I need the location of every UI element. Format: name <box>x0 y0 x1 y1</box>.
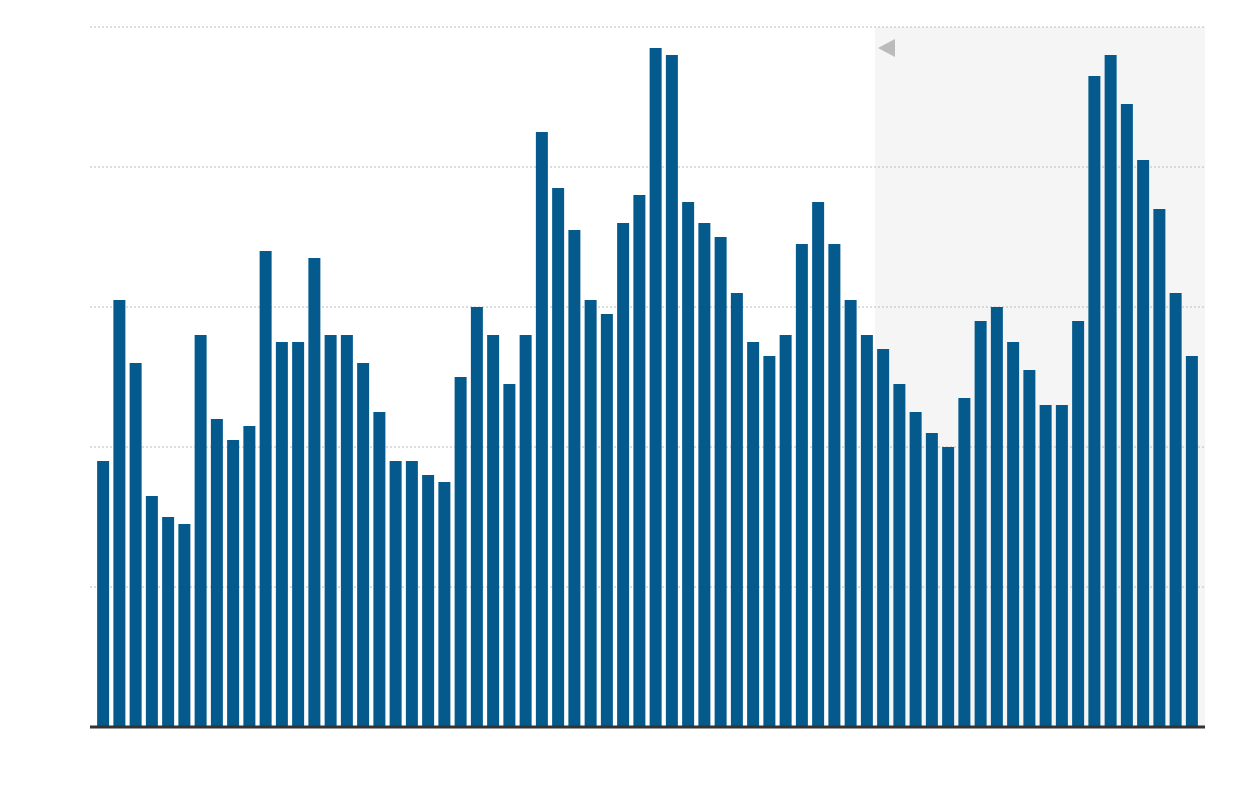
bar <box>828 244 841 727</box>
bar <box>698 223 711 727</box>
bar <box>487 335 500 727</box>
bar <box>1072 321 1085 727</box>
bar <box>893 384 906 727</box>
bar <box>925 433 938 727</box>
bar <box>162 517 175 727</box>
bar <box>1169 293 1182 727</box>
bar <box>405 461 418 727</box>
bar <box>649 48 662 727</box>
bar <box>243 426 256 727</box>
bar <box>1023 370 1036 727</box>
bar <box>990 307 1003 727</box>
bar <box>470 307 483 727</box>
bar <box>535 132 548 727</box>
bar <box>324 335 337 727</box>
bar <box>860 335 873 727</box>
bar <box>942 447 955 727</box>
bar <box>584 300 597 727</box>
bar <box>633 195 646 727</box>
bar <box>438 482 451 727</box>
bar <box>844 300 857 727</box>
bar <box>568 230 581 727</box>
bar <box>1185 356 1198 727</box>
bar <box>129 363 142 727</box>
bar <box>1055 405 1068 727</box>
bar <box>1088 76 1101 727</box>
bar <box>600 314 613 727</box>
bar <box>1007 342 1020 727</box>
bar <box>373 412 386 727</box>
bar <box>1039 405 1052 727</box>
bar <box>227 440 240 727</box>
bar <box>1153 209 1166 727</box>
bar <box>454 377 467 727</box>
bar <box>779 335 792 727</box>
bar <box>210 419 223 727</box>
bar <box>1104 55 1117 727</box>
bar <box>714 237 727 727</box>
bar <box>877 349 890 727</box>
bar <box>145 496 158 727</box>
bar <box>178 524 191 727</box>
bar <box>389 461 402 727</box>
bar <box>422 475 435 727</box>
bar <box>974 321 987 727</box>
highlight-marker <box>878 39 895 57</box>
bar <box>503 384 516 727</box>
bar <box>909 412 922 727</box>
bar <box>763 356 776 727</box>
bar <box>194 335 207 727</box>
bar <box>617 223 630 727</box>
bar <box>958 398 971 727</box>
bar <box>795 244 808 727</box>
bar <box>747 342 760 727</box>
bar <box>357 363 370 727</box>
bar <box>682 202 695 727</box>
bar <box>665 55 678 727</box>
bar <box>113 300 126 727</box>
bar <box>340 335 353 727</box>
bar <box>519 335 532 727</box>
bar <box>730 293 743 727</box>
bar <box>97 461 110 727</box>
bar <box>292 342 305 727</box>
bar <box>275 342 288 727</box>
bar <box>308 258 321 727</box>
bar <box>1137 160 1150 727</box>
bar <box>1120 104 1133 727</box>
bar <box>259 251 272 727</box>
bar <box>812 202 825 727</box>
bar <box>552 188 565 727</box>
